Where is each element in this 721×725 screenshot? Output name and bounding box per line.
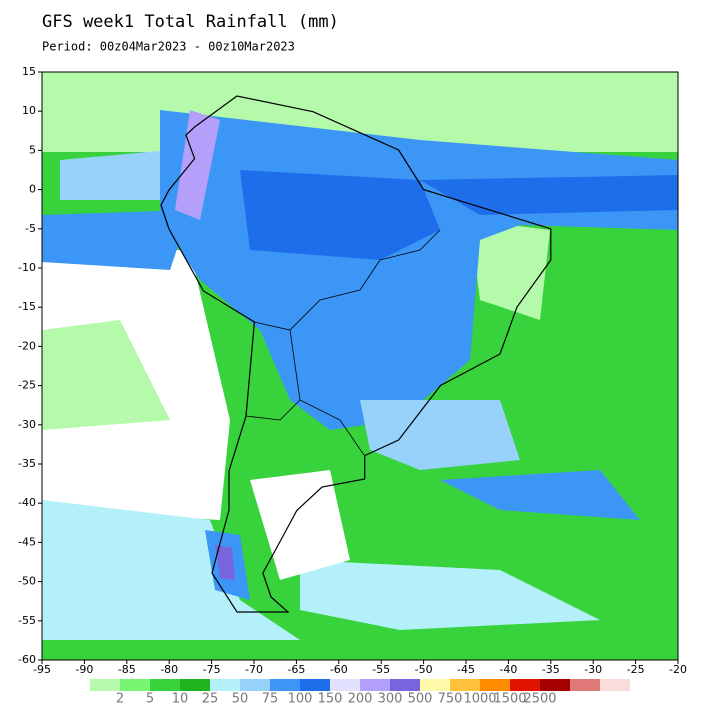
y-tick-label: -25 [18,379,36,392]
x-tick-label: -45 [457,663,475,676]
y-tick-label: 10 [22,104,36,117]
y-tick-label: 15 [22,65,36,78]
rainfall-field [42,72,678,660]
y-tick-label: -5 [25,222,36,235]
map-title: GFS week1 Total Rainfall (mm) [42,12,339,32]
colorbar-swatch [270,679,300,691]
colorbar-label: 2500 [523,692,556,707]
x-tick-label: -95 [33,663,51,676]
colorbar-label: 2 [116,692,124,707]
colorbar-swatch [360,679,390,691]
colorbar-label: 10 [172,692,189,707]
y-tick-label: -60 [18,653,36,666]
x-tick-label: -60 [330,663,348,676]
x-tick-label: -25 [627,663,645,676]
colorbar-swatch [420,679,450,691]
colorbar-swatch [600,679,630,691]
colorbar-swatch [540,679,570,691]
colorbar-swatch [300,679,330,691]
colorbar-label: 500 [408,692,433,707]
colorbar-swatch [450,679,480,691]
colorbar-label: 75 [262,692,279,707]
borders [245,229,441,456]
colorbar-swatch [570,679,600,691]
colorbar-label: 300 [378,692,403,707]
colorbar-swatch [480,679,510,691]
colorbar-swatch [330,679,360,691]
y-tick-label: -30 [18,418,36,431]
y-tick-label: 0 [29,183,36,196]
colorbar-label: 1000 [463,692,496,707]
colorbar-label: 200 [348,692,373,707]
x-tick-label: -20 [669,663,687,676]
colorbar-label: 750 [438,692,463,707]
colorbar-label: 25 [202,692,219,707]
y-tick-label: -35 [18,457,36,470]
x-tick-label: -90 [75,663,93,676]
y-tick-label: -10 [18,261,36,274]
colorbar-label: 5 [146,692,154,707]
x-tick-label: -80 [160,663,178,676]
colorbar-label: 150 [318,692,343,707]
map-frame [41,71,679,661]
x-tick-label: -70 [245,663,263,676]
colorbar-label: 1500 [493,692,526,707]
x-tick-label: -75 [203,663,221,676]
colorbar-swatch [510,679,540,691]
x-tick-label: -30 [584,663,602,676]
colorbar-swatch [180,679,210,691]
colorbar-swatch [120,679,150,691]
colorbar-label: 50 [232,692,249,707]
colorbar-label: 100 [288,692,313,707]
colorbar-swatch [240,679,270,691]
map-period: Period: 00z04Mar2023 - 00z10Mar2023 [42,40,295,54]
y-tick-label: -40 [18,496,36,509]
colorbar-swatch [390,679,420,691]
x-tick-label: -65 [287,663,305,676]
x-tick-label: -55 [372,663,390,676]
x-tick-label: -40 [499,663,517,676]
y-tick-label: -45 [18,535,36,548]
y-tick-label: -50 [18,575,36,588]
y-tick-label: -20 [18,339,36,352]
colorbar-swatch [150,679,180,691]
y-tick-label: -15 [18,300,36,313]
coastline [160,95,552,613]
x-tick-label: -50 [415,663,433,676]
colorbar-swatch [90,679,120,691]
x-tick-label: -35 [542,663,560,676]
colorbar-swatch [210,679,240,691]
y-tick-label: 5 [29,143,36,156]
y-tick-label: -55 [18,614,36,627]
x-tick-label: -85 [118,663,136,676]
